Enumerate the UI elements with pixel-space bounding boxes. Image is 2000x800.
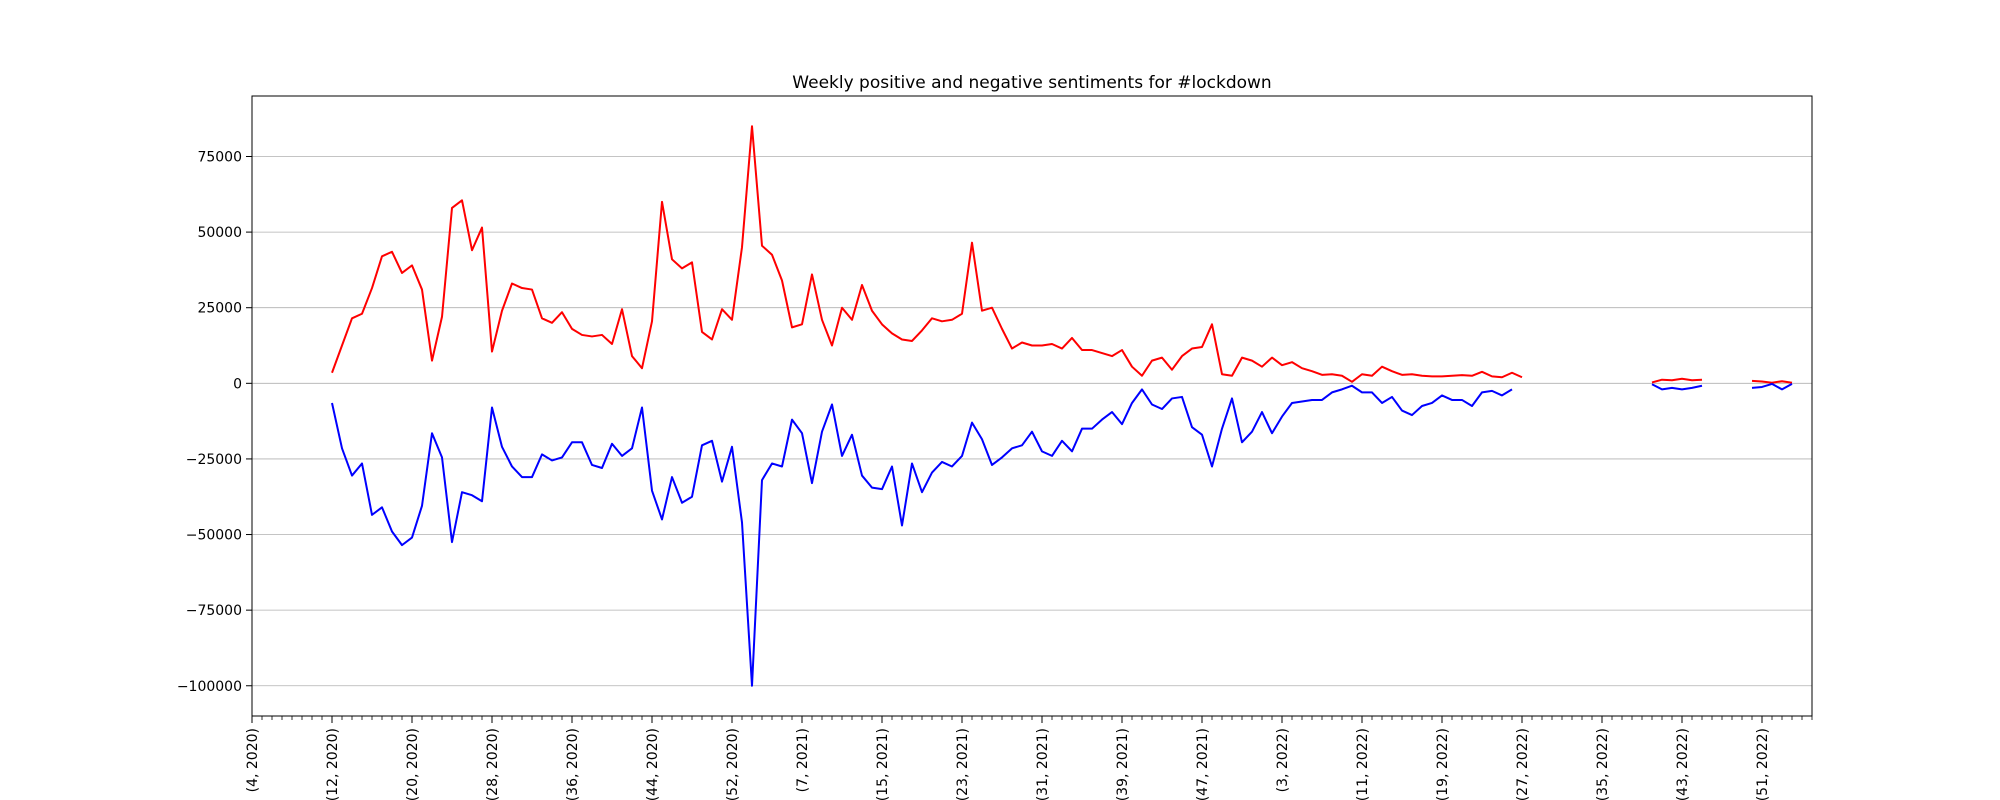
x-tick-label: (4, 2020) [245,728,261,792]
series-0-line-segment-2 [1751,379,1793,384]
y-tick-label: −25000 [186,452,242,468]
y-tick-label: 75000 [197,149,242,165]
y-tick-label: −100000 [177,679,242,695]
series-1-line-segment-1 [1651,383,1703,391]
series-1-line-segment-0 [331,384,1513,687]
x-axis: (4, 2020) (12, 2020) (20, 2020) (28, 2020) (… [245,716,1813,800]
grid-lines [252,156,1812,687]
x-tick-label: (27, 2022) [1515,728,1531,800]
x-tick-label: (3, 2022) [1275,728,1291,792]
series-1-line-segment-2 [1751,382,1793,391]
x-tick-label: (31, 2021) [1035,728,1051,800]
x-tick-label: (35, 2022) [1595,728,1611,800]
x-tick-label: (28, 2020) [485,728,501,800]
chart-title: Weekly positive and negative sentiments … [792,73,1271,93]
x-tick-label: (15, 2021) [875,728,891,800]
x-tick-label: (44, 2020) [645,728,661,800]
series-0-line-segment-0 [331,125,1523,383]
x-tick-label: (19, 2022) [1435,728,1451,800]
x-tick-label: (39, 2021) [1115,728,1131,800]
y-tick-label: 25000 [197,301,242,317]
y-tick-label: −75000 [186,603,242,619]
x-tick-label: (47, 2021) [1195,728,1211,800]
x-tick-label: (12, 2020) [325,728,341,800]
x-tick-label: (36, 2020) [565,728,581,800]
x-tick-label: (7, 2021) [795,728,811,792]
series-layer [331,125,1793,687]
x-tick-label: (11, 2022) [1355,728,1371,800]
y-axis: 75000 50000 25000 0 −25000 −50000 −75000 −10000… [177,149,252,695]
x-tick-label: (43, 2022) [1675,728,1691,800]
y-tick-label: −50000 [186,528,242,544]
x-tick-label: (20, 2020) [405,728,421,800]
x-tick-label: (23, 2021) [955,728,971,800]
plot-area-frame [251,95,1813,717]
y-tick-label: 0 [233,376,242,392]
series-0-line-segment-1 [1651,377,1703,384]
x-tick-label: (51, 2022) [1755,728,1771,800]
y-tick-label: 50000 [197,225,242,241]
x-tick-label: (52, 2020) [725,728,741,800]
